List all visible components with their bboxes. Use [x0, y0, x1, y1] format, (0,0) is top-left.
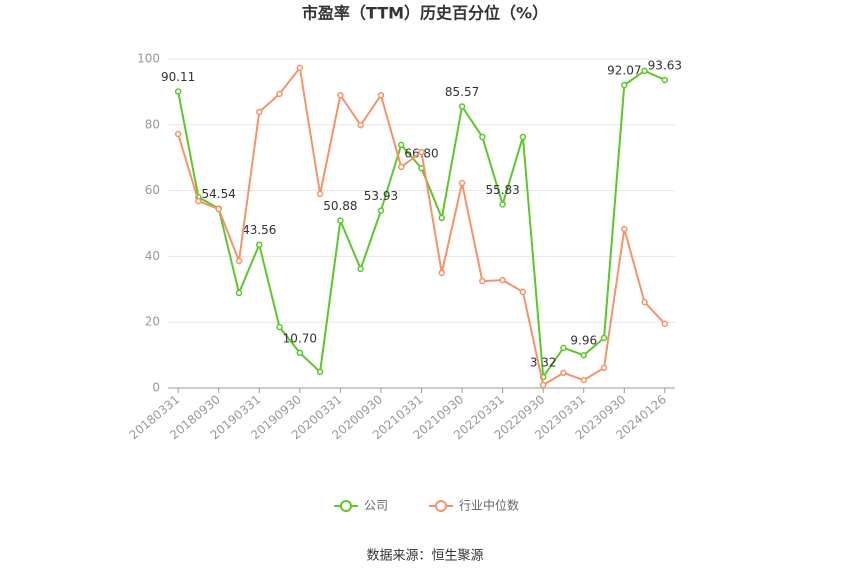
legend-label: 行业中位数 — [459, 498, 519, 513]
point — [438, 214, 446, 222]
point — [235, 289, 243, 297]
point — [337, 91, 344, 99]
point — [174, 88, 182, 95]
point — [479, 277, 486, 285]
point — [316, 190, 324, 198]
point — [600, 334, 608, 342]
point — [215, 205, 222, 213]
point — [458, 179, 466, 187]
y-tick-label: 100 — [137, 52, 160, 66]
value-label: 54.54 — [202, 187, 236, 201]
point — [296, 64, 304, 72]
point — [519, 288, 527, 296]
value-label: 85.57 — [445, 85, 479, 99]
y-tick-label: 80 — [145, 117, 160, 131]
point — [397, 141, 405, 149]
value-label: 3.32 — [530, 356, 557, 370]
point — [560, 344, 567, 352]
point — [276, 90, 283, 98]
point — [418, 148, 425, 156]
point — [296, 349, 304, 357]
value-label: 53.93 — [364, 189, 398, 203]
point — [377, 207, 385, 214]
point — [479, 133, 486, 141]
value-label: 10.70 — [283, 331, 317, 345]
point — [195, 197, 202, 205]
y-tick-label: 40 — [145, 249, 160, 263]
value-label: 43.56 — [242, 223, 276, 237]
point — [560, 369, 567, 377]
point — [621, 81, 628, 89]
legend-marker — [340, 500, 352, 512]
point — [174, 130, 182, 138]
point — [580, 351, 587, 359]
y-tick-label: 60 — [145, 183, 160, 197]
point — [600, 364, 608, 372]
point — [499, 201, 506, 208]
y-tick-label: 0 — [152, 381, 160, 395]
point — [256, 108, 263, 116]
source: 数据来源：恒生聚源 — [366, 549, 483, 564]
point — [377, 91, 385, 99]
legend-marker — [435, 500, 447, 512]
value-label: 93.63 — [648, 58, 682, 72]
point — [580, 376, 587, 384]
point — [641, 67, 648, 75]
point — [539, 381, 547, 389]
point — [499, 276, 506, 284]
point — [256, 241, 263, 248]
legend-label: 公司 — [364, 499, 388, 513]
y-tick-label: 20 — [145, 315, 160, 329]
point — [661, 76, 669, 84]
point — [276, 323, 283, 331]
point — [438, 269, 446, 277]
chart-title: 市盈率（TTM）历史百分位（%） — [302, 4, 548, 23]
point — [621, 225, 628, 233]
point — [661, 320, 669, 328]
point — [316, 368, 324, 376]
value-label: 9.96 — [570, 334, 597, 348]
point — [357, 121, 364, 129]
point — [641, 298, 648, 306]
value-label: 92.07 — [607, 64, 641, 78]
value-label: 55.83 — [485, 183, 519, 197]
point — [337, 217, 344, 224]
point — [458, 103, 466, 110]
point — [519, 133, 527, 141]
point — [357, 265, 364, 273]
point — [235, 257, 243, 265]
value-label: 90.11 — [161, 70, 195, 84]
value-label: 50.88 — [323, 199, 357, 213]
point — [397, 163, 405, 171]
